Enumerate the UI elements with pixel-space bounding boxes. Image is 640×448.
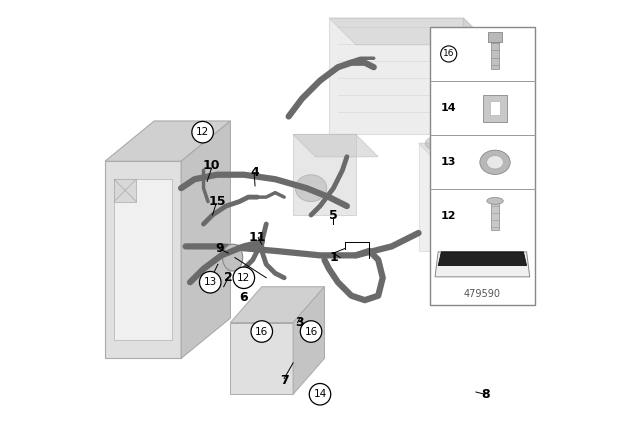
Ellipse shape (426, 137, 448, 150)
Circle shape (233, 267, 255, 289)
FancyBboxPatch shape (430, 27, 535, 305)
FancyBboxPatch shape (490, 101, 500, 115)
Text: 15: 15 (208, 195, 226, 208)
Text: 14: 14 (314, 389, 326, 399)
Ellipse shape (296, 175, 327, 202)
Polygon shape (293, 134, 356, 215)
Polygon shape (230, 287, 324, 323)
Ellipse shape (223, 244, 243, 271)
Polygon shape (105, 121, 230, 161)
Circle shape (441, 46, 457, 62)
Text: 8: 8 (481, 388, 490, 401)
Text: 2: 2 (224, 271, 232, 284)
Text: 14: 14 (441, 103, 456, 113)
Text: 13: 13 (441, 157, 456, 167)
FancyBboxPatch shape (492, 203, 499, 230)
Polygon shape (114, 179, 172, 340)
Text: 9: 9 (215, 242, 223, 255)
Polygon shape (293, 287, 324, 394)
Text: 12: 12 (237, 273, 250, 283)
Text: 12: 12 (441, 211, 456, 221)
Ellipse shape (486, 155, 504, 169)
Polygon shape (105, 161, 181, 358)
Circle shape (192, 121, 213, 143)
Polygon shape (435, 252, 530, 277)
Text: 5: 5 (329, 208, 338, 222)
Circle shape (309, 383, 331, 405)
Text: 6: 6 (239, 291, 248, 305)
Circle shape (200, 271, 221, 293)
Polygon shape (472, 143, 490, 269)
Polygon shape (419, 143, 490, 161)
Text: 12: 12 (196, 127, 209, 137)
Circle shape (251, 321, 273, 342)
Text: 7: 7 (280, 374, 289, 388)
Text: 16: 16 (305, 327, 317, 336)
Circle shape (300, 321, 322, 342)
FancyBboxPatch shape (488, 32, 502, 42)
Polygon shape (230, 323, 293, 394)
Polygon shape (114, 179, 136, 202)
FancyBboxPatch shape (491, 39, 499, 69)
Text: 10: 10 (203, 159, 220, 172)
Text: 1: 1 (329, 251, 338, 264)
Text: 11: 11 (248, 231, 266, 244)
Text: 4: 4 (251, 166, 259, 179)
Text: 3: 3 (296, 316, 304, 329)
Text: 479590: 479590 (464, 289, 501, 298)
Polygon shape (293, 134, 378, 157)
Ellipse shape (487, 198, 503, 204)
Polygon shape (181, 121, 230, 358)
Text: 16: 16 (255, 327, 268, 336)
Polygon shape (419, 143, 472, 251)
Text: 16: 16 (443, 49, 454, 58)
Polygon shape (463, 18, 490, 161)
Text: 13: 13 (204, 277, 217, 287)
Polygon shape (329, 18, 490, 45)
Polygon shape (438, 252, 527, 266)
FancyBboxPatch shape (483, 95, 507, 122)
Polygon shape (329, 18, 463, 134)
Ellipse shape (480, 150, 510, 174)
